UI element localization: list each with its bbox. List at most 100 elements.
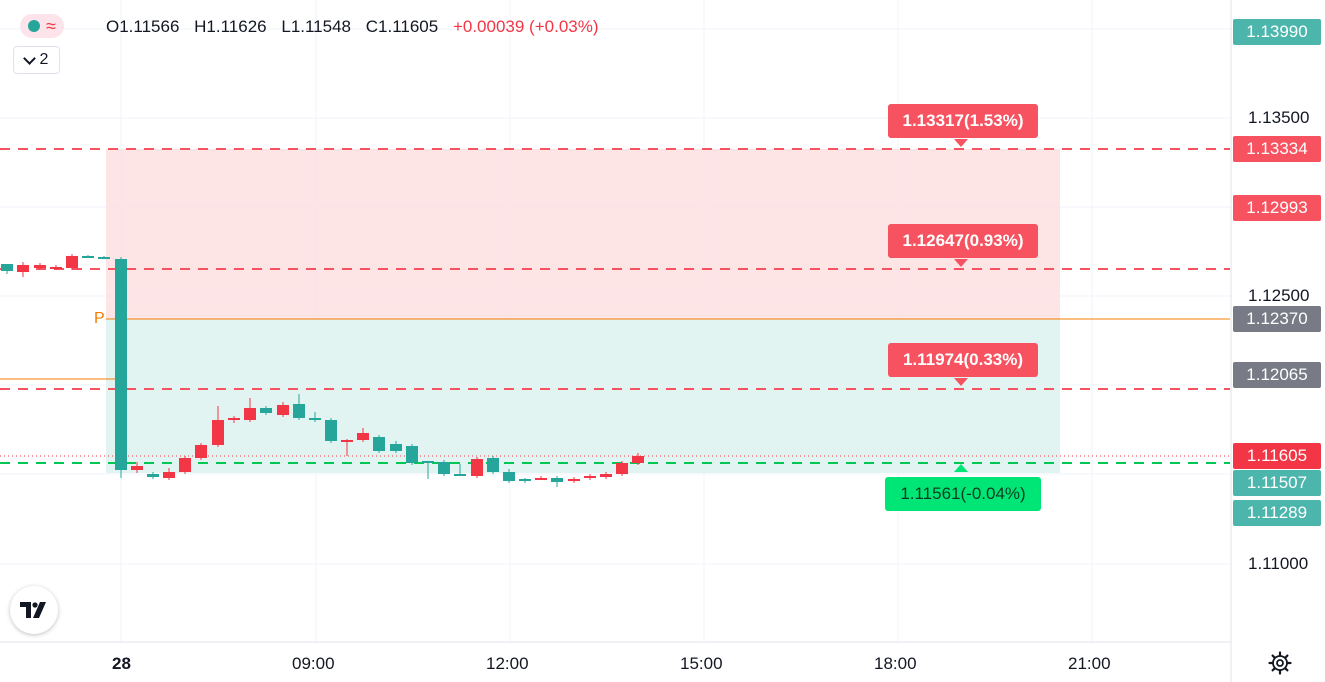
candle [1,264,13,274]
candle [50,265,62,270]
candle [260,406,272,415]
candle [584,474,596,480]
candle-body [535,478,547,480]
candle [179,456,191,474]
candle-body [179,458,191,472]
candle-body [454,474,466,476]
candle [535,476,547,480]
candle-body [195,445,207,458]
candle [66,254,78,270]
candle-body [373,437,385,451]
legend-status[interactable]: ≈ [20,14,64,38]
candle-body [98,257,110,259]
candle-body [519,479,531,481]
target-label-1[interactable]: 1.13317(1.53%) [888,104,1038,138]
candles [1,254,644,487]
candle-body [471,459,483,476]
candle [422,461,434,479]
entry-label[interactable]: 1.11561(-0.04%) [885,477,1041,511]
price-label-target-2[interactable]: 1.12993 [1233,195,1321,221]
candle [131,462,143,473]
market-status-icon [28,20,40,32]
candle-body [341,440,353,442]
price-label-previous[interactable]: 1.12065 [1233,362,1321,388]
wave-icon: ≈ [46,16,56,36]
candle-body [503,472,515,481]
high-value: H1.11626 [194,17,267,36]
price-label-high[interactable]: 1.13990 [1233,19,1321,45]
candle [82,255,94,258]
position-marker: P [94,310,105,327]
candle-body [260,408,272,413]
price-tick: 1.13500 [1248,108,1310,127]
price-label-entry[interactable]: 1.11507 [1233,470,1321,496]
candle [568,477,580,483]
price-tick: 1.11000 [1248,554,1309,573]
time-tick: 21:00 [1068,654,1111,673]
candle [341,439,353,456]
candle-body [487,458,499,472]
candle-body [66,256,78,268]
candle-body [422,461,434,463]
candle-body [551,478,563,482]
candle-body [325,420,337,441]
target-pointer-1 [954,139,968,147]
price-label-last[interactable]: 1.11605 [1233,443,1321,469]
candle [616,461,628,476]
candle [406,444,418,465]
open-value: O1.11566 [106,17,180,36]
candle [115,257,127,478]
candle-body [244,408,256,420]
candle [503,469,515,483]
candle [147,472,159,479]
target-pointer-3 [954,378,968,386]
candle [17,262,29,277]
candle-body [163,472,175,478]
candle [357,428,369,442]
candle [551,476,563,487]
candle-body [1,264,13,271]
candle [309,412,321,422]
indicators-toggle-button[interactable]: 2 [13,46,60,74]
gear-icon[interactable] [1268,651,1292,675]
candle [471,457,483,478]
candle [600,472,612,479]
change-value: +0.00039 (+0.03%) [452,17,599,36]
candle-body [584,476,596,478]
candle-body [632,456,644,463]
candle [325,418,337,443]
time-tick: 12:00 [486,654,529,673]
candle-body [50,267,62,269]
candle [228,416,240,423]
candle-body [616,463,628,474]
tradingview-logo-icon[interactable] [10,586,58,634]
price-label-target-1[interactable]: 1.13334 [1233,136,1321,162]
indicator-count: 2 [39,51,49,68]
candle [438,460,450,476]
candle-body [212,420,224,445]
low-value: L1.11548 [281,17,352,36]
candle [373,435,385,453]
candle-body [438,462,450,474]
candle-body [17,265,29,272]
candle-body [357,433,369,440]
legend: ≈ [20,12,64,40]
candle-body [568,479,580,481]
target-label-2[interactable]: 1.12647(0.93%) [888,224,1038,258]
candle [519,478,531,483]
candle [390,441,402,453]
price-label-position[interactable]: 1.12370 [1233,306,1321,332]
candle-body [228,418,240,420]
candle-body [309,418,321,420]
candle [163,468,175,480]
candle [195,443,207,460]
candle-body [147,474,159,477]
candle [487,456,499,474]
target-label-3[interactable]: 1.11974(0.33%) [888,343,1038,377]
price-label-low[interactable]: 1.11289 [1233,500,1321,526]
candle-body [115,259,127,470]
candle [244,398,256,422]
time-tick: 15:00 [680,654,723,673]
candle [277,402,289,417]
